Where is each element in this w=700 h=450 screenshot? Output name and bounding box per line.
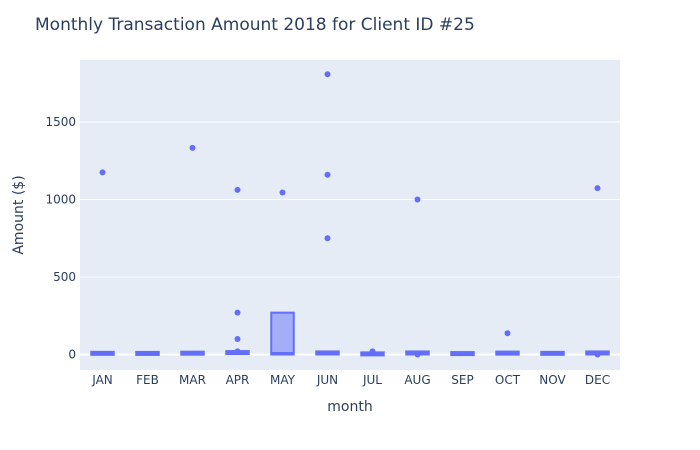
x-tick-label: FEB [136, 373, 159, 387]
outlier-point [505, 330, 511, 336]
outlier-point [415, 197, 421, 203]
x-tick-label: SEP [451, 373, 473, 387]
box-nov [541, 352, 564, 355]
chart-title: Monthly Transaction Amount 2018 for Clie… [35, 15, 475, 35]
outlier-point [235, 336, 241, 342]
x-tick-label: OCT [495, 373, 521, 387]
x-tick-label: MAY [270, 373, 296, 387]
y-tick-label: 1000 [45, 193, 76, 207]
y-axis-ticks: 0 500 1000 1500 [45, 115, 76, 362]
plot-area [80, 60, 620, 370]
x-tick-label: JAN [91, 373, 113, 387]
x-tick-label: APR [226, 373, 250, 387]
box-sep [451, 352, 474, 355]
outlier-point [595, 185, 601, 191]
outlier-point [325, 235, 331, 241]
y-tick-label: 0 [68, 348, 76, 362]
x-axis-title: month [327, 399, 372, 415]
outlier-point [235, 348, 241, 354]
outlier-point [100, 169, 106, 175]
outlier-point [325, 172, 331, 178]
x-tick-label: DEC [585, 373, 610, 387]
box-body [271, 313, 294, 355]
y-tick-label: 500 [53, 270, 76, 284]
box-feb [136, 352, 159, 355]
y-axis-title: Amount ($) [11, 175, 27, 254]
y-tick-label: 1500 [45, 115, 76, 129]
x-tick-label: JUL [362, 373, 382, 387]
outlier-point [235, 187, 241, 193]
outlier-point [235, 310, 241, 316]
outlier-point [325, 71, 331, 77]
outlier-point [370, 348, 376, 354]
x-tick-label: NOV [539, 373, 566, 387]
x-tick-label: MAR [179, 373, 206, 387]
x-axis-ticks: JAN FEB MAR APR MAY JUN JUL AUG SEP OCT NOV DEC [91, 373, 610, 387]
outlier-point [280, 190, 286, 196]
x-tick-label: AUG [404, 373, 430, 387]
outlier-point [190, 145, 196, 151]
x-tick-label: JUN [316, 373, 338, 387]
outlier-point [595, 352, 601, 358]
outlier-point [415, 352, 421, 358]
